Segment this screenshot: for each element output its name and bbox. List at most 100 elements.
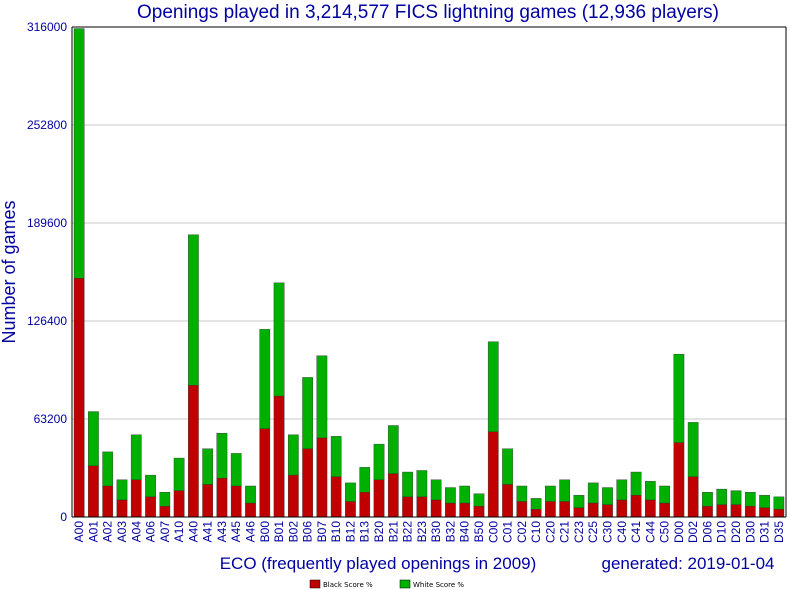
x-tick-label: A04 xyxy=(129,521,143,543)
x-tick-label: C21 xyxy=(558,521,572,543)
bar-black-score xyxy=(459,502,471,518)
bar-white-score xyxy=(487,341,499,432)
x-tick-label: B50 xyxy=(472,521,486,543)
bar-white-score xyxy=(202,448,214,485)
bar-black-score xyxy=(416,496,428,518)
x-tick-label: B07 xyxy=(315,521,329,543)
bar-black-score xyxy=(659,502,670,518)
x-tick-label: B02 xyxy=(286,521,300,543)
chart-title: Openings played in 3,214,577 FICS lightn… xyxy=(137,2,719,23)
x-tick-label: A45 xyxy=(229,521,243,543)
bar-black-score xyxy=(188,384,199,518)
bar-white-score xyxy=(516,485,528,502)
x-tick-label: A03 xyxy=(115,521,129,543)
bar-white-score xyxy=(587,482,599,504)
bar-black-score xyxy=(259,428,271,518)
bar-black-score xyxy=(302,448,313,518)
bar-white-score xyxy=(759,495,770,508)
y-axis-ticks: 0 63200 126400 189600 252800 316000 xyxy=(27,20,67,524)
bar-white-score xyxy=(716,488,728,505)
legend-swatch-white-score xyxy=(399,579,411,589)
bar-white-score xyxy=(130,434,142,480)
bar-black-score xyxy=(673,442,685,518)
bar-black-score xyxy=(573,507,585,518)
x-tick-label: A40 xyxy=(186,521,200,543)
bar-black-score xyxy=(616,499,628,518)
bar-black-score xyxy=(273,395,285,518)
bar-white-score xyxy=(402,471,413,498)
bar-white-score xyxy=(259,329,271,429)
bar-white-score xyxy=(188,234,199,386)
bar-black-score xyxy=(402,496,413,518)
bar-white-score xyxy=(744,491,756,507)
x-tick-label: D00 xyxy=(672,521,686,543)
bar-white-score xyxy=(387,425,399,474)
legend-label-white-score: White Score % xyxy=(413,581,464,589)
x-tick-label: A00 xyxy=(72,521,86,543)
bar-black-score xyxy=(359,491,371,518)
x-tick-label: B30 xyxy=(429,521,443,543)
bar-black-score xyxy=(545,501,556,518)
y-tick-label: 316000 xyxy=(27,20,67,34)
bar-white-score xyxy=(159,491,171,507)
x-tick-label: C00 xyxy=(486,521,500,543)
x-tick-label: C50 xyxy=(658,521,672,543)
bar-white-score xyxy=(287,434,299,476)
legend-label-black-score: Black Score % xyxy=(323,581,373,589)
x-tick-label: C10 xyxy=(529,521,543,543)
x-tick-label: C41 xyxy=(629,521,643,543)
x-tick-label: D20 xyxy=(729,521,743,543)
bar-black-score xyxy=(330,476,342,518)
bar-white-score xyxy=(216,433,228,479)
x-tick-label: A01 xyxy=(86,521,100,543)
x-tick-label: D06 xyxy=(700,521,714,543)
bar-black-score xyxy=(387,473,399,518)
bar-white-score xyxy=(659,485,670,504)
bar-black-score xyxy=(373,479,385,518)
bar-black-score xyxy=(516,501,528,518)
bar-white-score xyxy=(173,457,185,491)
x-tick-label: C44 xyxy=(643,521,657,543)
bar-white-score xyxy=(473,493,485,507)
bar-black-score xyxy=(630,495,642,518)
x-tick-label: C25 xyxy=(586,521,600,543)
bar-white-score xyxy=(502,448,513,485)
bar-black-score xyxy=(73,278,85,518)
bar-white-score xyxy=(316,355,328,439)
bar-white-score xyxy=(145,474,156,498)
x-tick-label: D30 xyxy=(743,521,757,543)
bar-white-score xyxy=(630,471,642,496)
x-tick-label: C40 xyxy=(615,521,629,543)
bar-white-score xyxy=(430,479,442,501)
x-tick-label: A06 xyxy=(144,521,158,543)
bar-black-score xyxy=(644,499,656,518)
x-tick-label: C20 xyxy=(543,521,557,543)
bar-white-score xyxy=(245,485,256,504)
bar-white-score xyxy=(116,479,128,501)
x-tick-label: A41 xyxy=(201,521,215,543)
bar-black-score xyxy=(702,505,713,518)
bar-white-score xyxy=(573,495,585,508)
bar-black-score xyxy=(602,504,613,518)
bar-black-score xyxy=(687,476,699,518)
bar-black-score xyxy=(88,465,99,518)
x-axis-label: ECO (frequently played openings in 2009) xyxy=(220,554,537,573)
x-tick-label: A10 xyxy=(172,521,186,543)
y-axis-label: Number of games xyxy=(0,200,19,343)
bar-white-score xyxy=(602,487,613,505)
x-tick-label: B12 xyxy=(343,521,357,543)
x-tick-label: A07 xyxy=(158,521,172,543)
bar-black-score xyxy=(116,499,128,518)
y-tick-label: 63200 xyxy=(34,412,68,426)
x-tick-label: B20 xyxy=(372,521,386,543)
bar-white-score xyxy=(330,436,342,477)
x-tick-label: B40 xyxy=(458,521,472,543)
x-tick-label: A02 xyxy=(101,521,115,543)
bar-black-score xyxy=(759,507,770,518)
bar-black-score xyxy=(159,505,171,518)
legend-swatch-black-score xyxy=(309,579,321,589)
bar-black-score xyxy=(487,431,499,518)
bar-white-score xyxy=(459,485,471,504)
bar-white-score xyxy=(88,411,99,467)
